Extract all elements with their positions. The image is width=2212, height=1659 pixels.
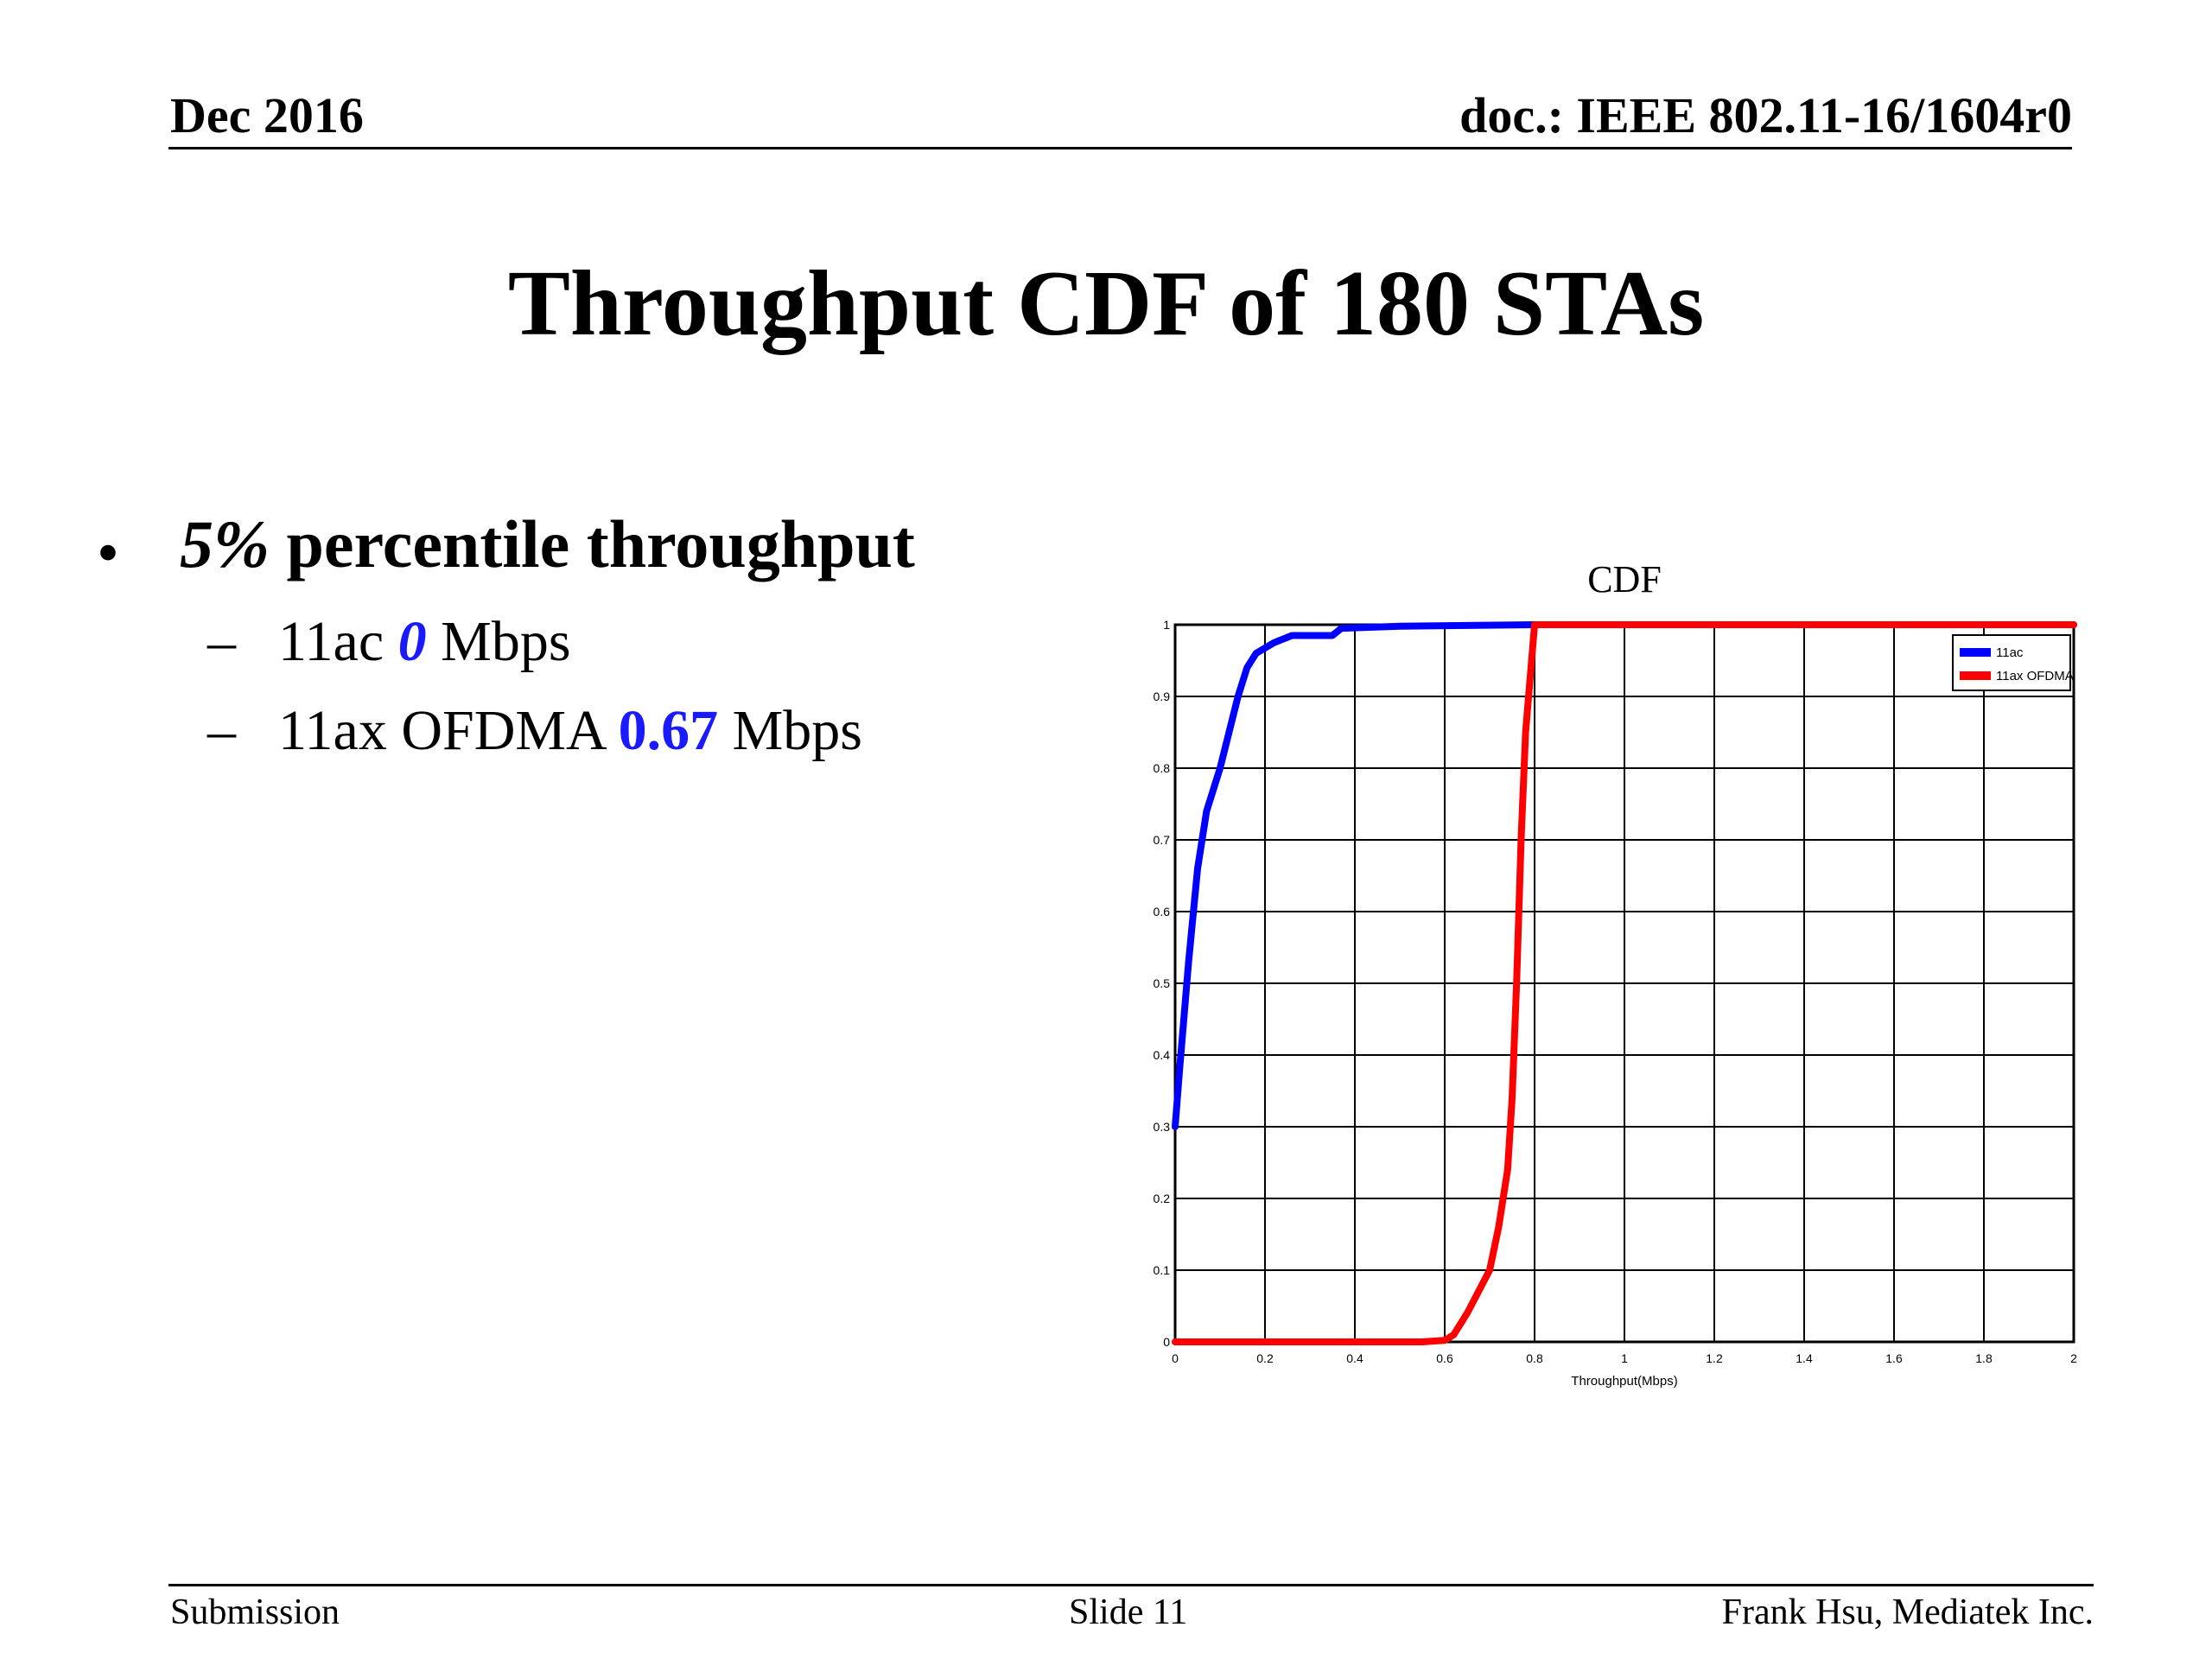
y-tick-label: 0.8 xyxy=(1154,761,1171,775)
footer-slide-number: Slide 11 xyxy=(1069,1592,1188,1632)
sub-item-value: 0 xyxy=(397,610,427,673)
footer-rule xyxy=(168,1584,2094,1586)
y-tick-label: 0.7 xyxy=(1154,833,1171,847)
bullet-marker: • xyxy=(97,518,119,588)
x-tick-label: 1.8 xyxy=(1975,1351,1993,1365)
x-tick-label: 1.4 xyxy=(1796,1351,1813,1365)
bullet-heading-percent: 5% xyxy=(180,506,270,582)
header-rule xyxy=(168,147,2072,149)
y-tick-label: 0.9 xyxy=(1154,690,1171,703)
x-tick-label: 0.8 xyxy=(1526,1351,1543,1365)
header-doc-id: doc.: IEEE 802.11-16/1604r0 xyxy=(1459,87,2072,143)
x-tick-label: 1.2 xyxy=(1706,1351,1723,1365)
x-tick-label: 1 xyxy=(1621,1351,1628,1365)
bullet-heading-text: percentile throughput xyxy=(269,506,915,582)
x-tick-label: 2 xyxy=(2070,1351,2077,1365)
series-line-11ax-ofdma xyxy=(1172,621,2077,1345)
sub-item-dash: – xyxy=(207,699,236,762)
slide-title: Throughput CDF of 180 STAs xyxy=(507,252,1705,355)
x-tick-label: 1.6 xyxy=(1885,1351,1903,1365)
header-date: Dec 2016 xyxy=(170,87,364,143)
sub-item-label: 11ax OFDMA xyxy=(278,699,619,762)
sub-item-text: 11ac 0 Mbps xyxy=(278,609,571,675)
y-tick-label: 0 xyxy=(1163,1335,1170,1349)
sub-item-unit: Mbps xyxy=(718,699,862,762)
y-tick-label: 0.1 xyxy=(1154,1263,1171,1277)
sub-item-text: 11ax OFDMA 0.67 Mbps xyxy=(278,698,862,764)
x-tick-label: 0.6 xyxy=(1436,1351,1453,1365)
y-tick-label: 0.4 xyxy=(1154,1048,1171,1062)
legend-label: 11ax OFDMA xyxy=(1996,669,2074,683)
sub-item-value: 0.67 xyxy=(618,699,719,762)
bullet-heading: 5% percentile throughput xyxy=(180,505,915,583)
y-tick-label: 0.6 xyxy=(1154,905,1171,918)
sub-item-unit: Mbps xyxy=(426,610,571,673)
x-tick-label: 0.4 xyxy=(1346,1351,1363,1365)
sub-item-label: 11ac xyxy=(278,610,398,673)
cdf-chart: CDF 0 0.2 0.4 0.6 0.8 1 1.2 1.4 1.6 1.8 2 0 0.1 0.2 0.3… xyxy=(1154,558,2078,1389)
footer-submission: Submission xyxy=(170,1592,340,1632)
footer-author: Frank Hsu, Mediatek Inc. xyxy=(1721,1592,2094,1632)
x-tick-label: 0 xyxy=(1172,1351,1179,1365)
series-line-11ac xyxy=(1172,621,2077,1130)
x-tick-label: 0.2 xyxy=(1256,1351,1274,1365)
y-tick-label: 1 xyxy=(1163,618,1170,632)
y-tick-label: 0.3 xyxy=(1154,1120,1171,1134)
chart-title: CDF xyxy=(1587,558,1662,601)
legend-label: 11ac xyxy=(1996,645,2024,660)
sub-item-dash: – xyxy=(207,610,236,673)
y-tick-label: 0.2 xyxy=(1154,1192,1171,1205)
y-tick-label: 0.5 xyxy=(1154,976,1171,990)
legend-box xyxy=(1952,634,2071,691)
x-axis-label: Throughput(Mbps) xyxy=(1571,1374,1677,1389)
